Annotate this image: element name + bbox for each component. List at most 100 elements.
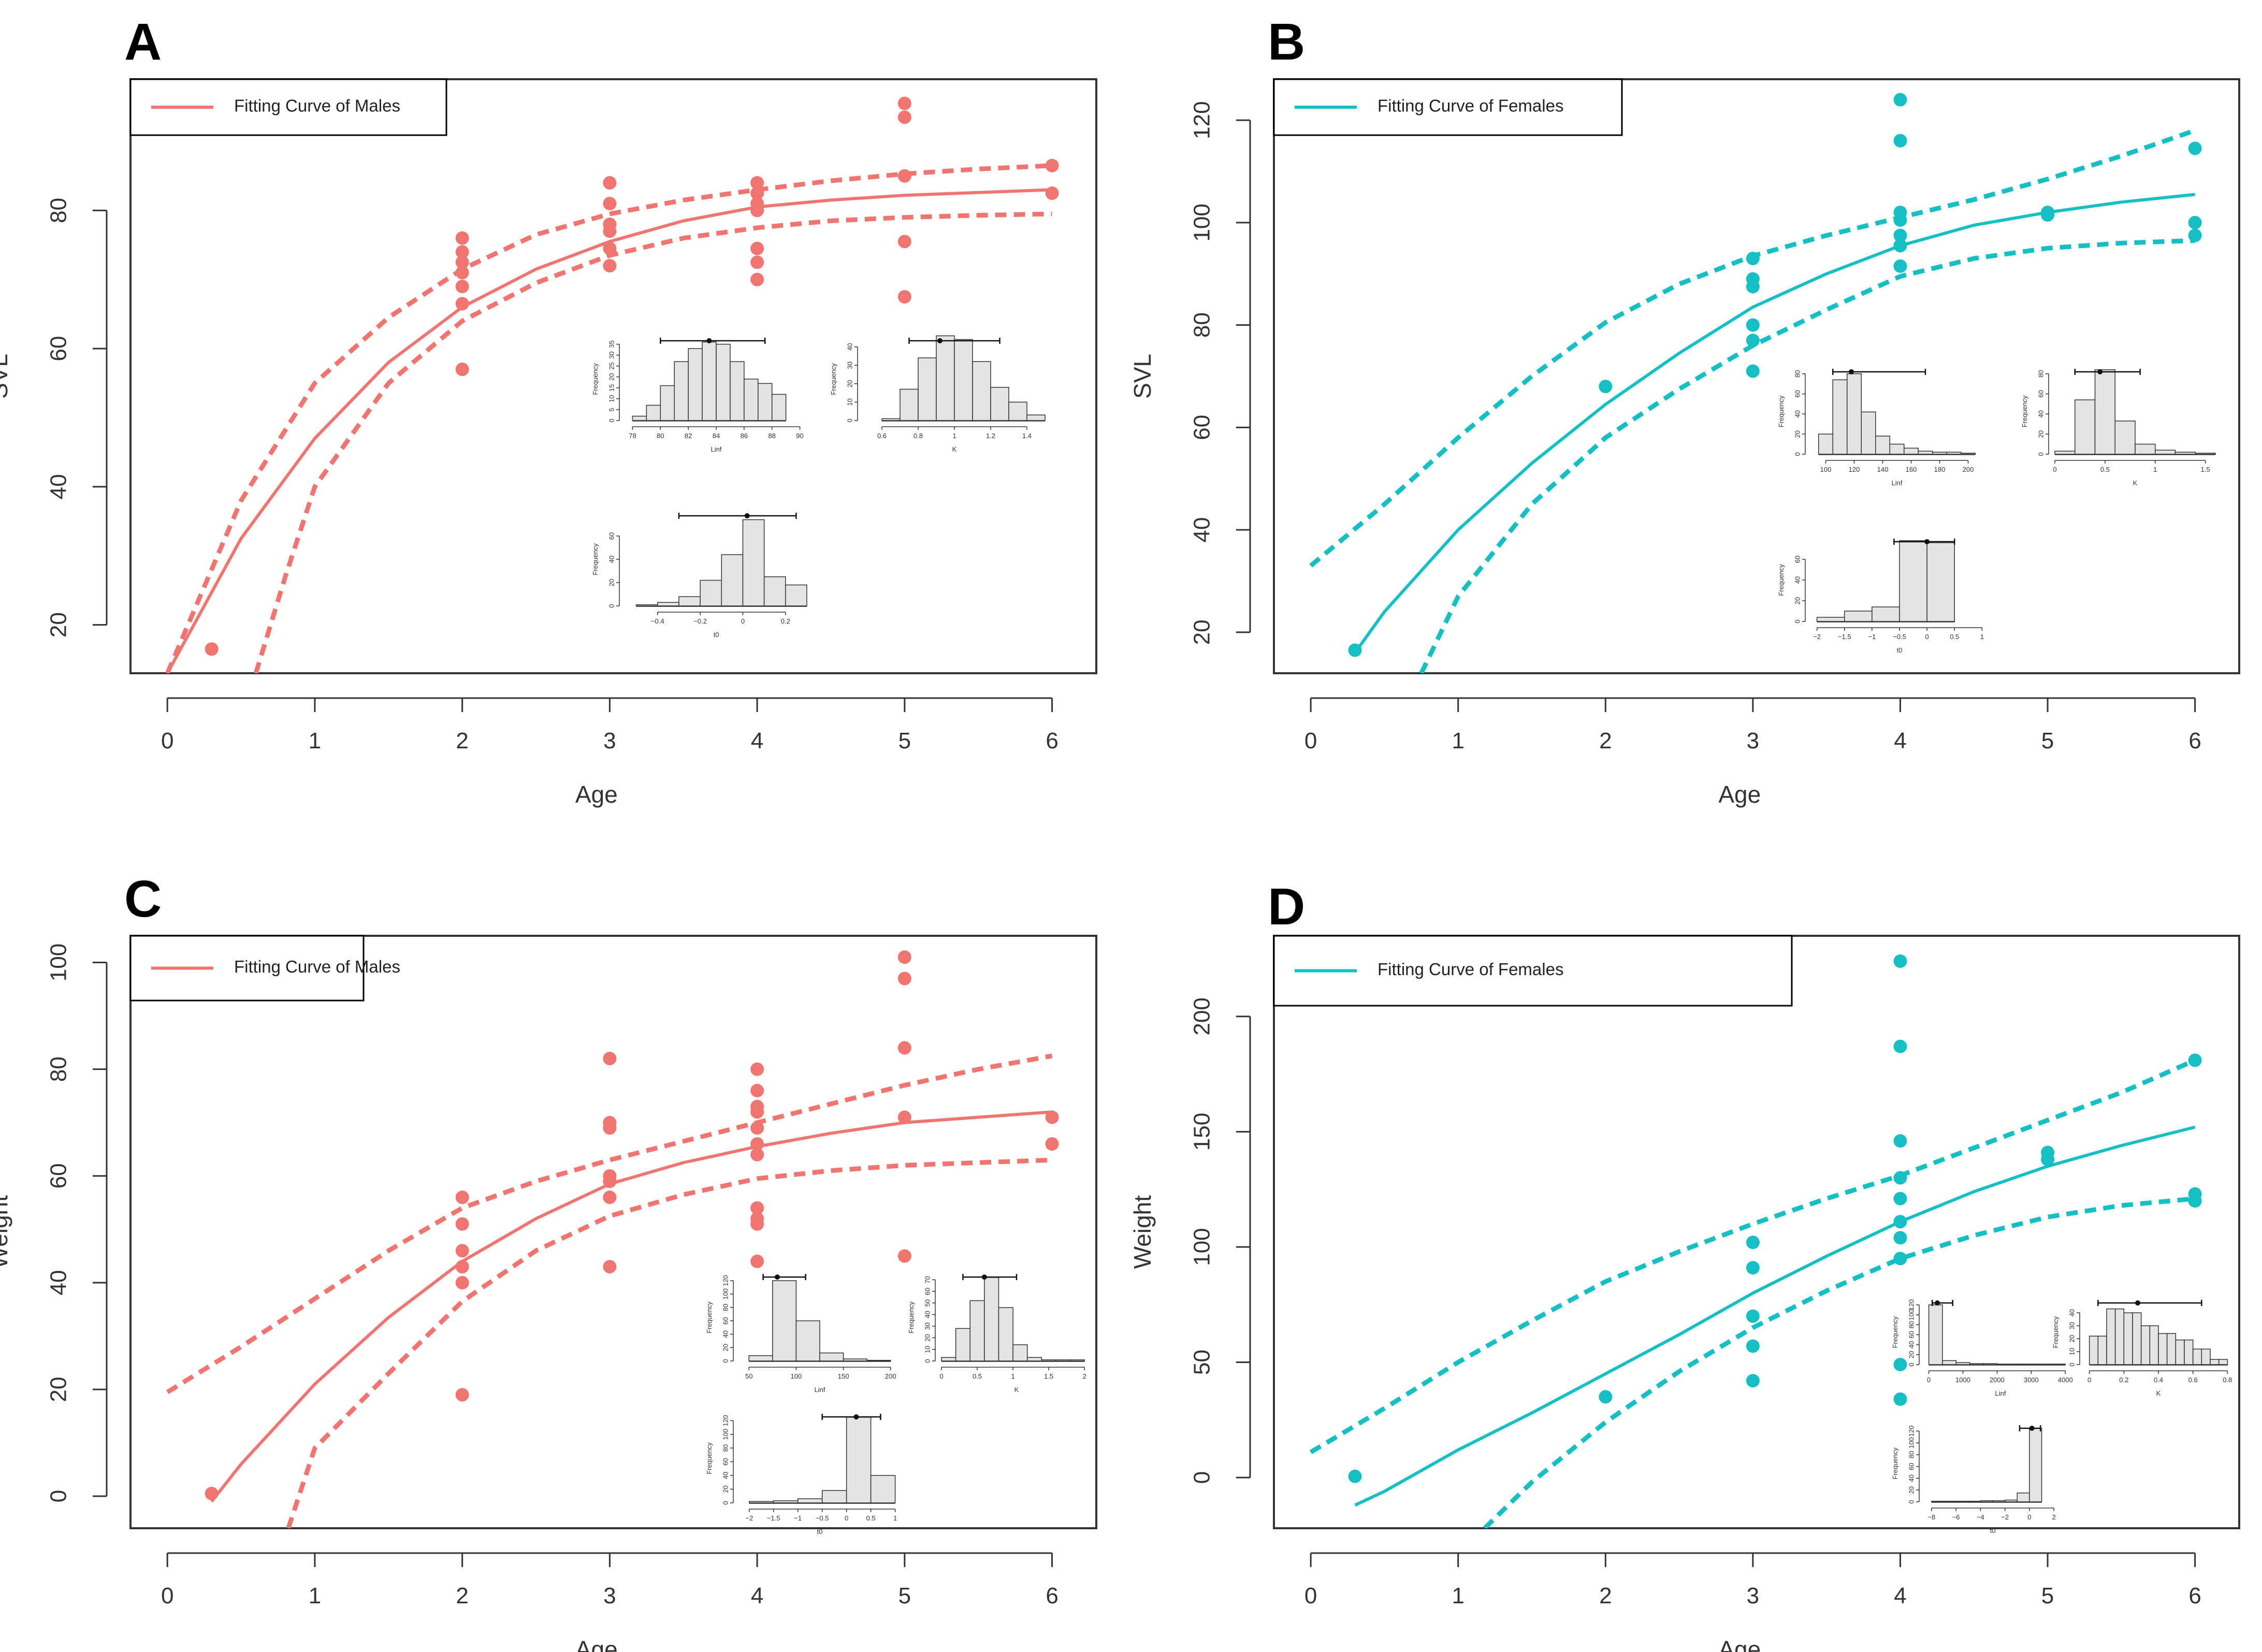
histogram-estimate-point	[1924, 539, 1930, 544]
histogram-bar	[1926, 542, 1955, 622]
histogram-x-tick-label: 0	[2027, 1513, 2031, 1521]
histogram-bar	[2010, 1364, 2025, 1365]
histogram-bar	[1012, 1344, 1028, 1361]
y-axis-label: SVL	[0, 354, 12, 399]
histogram-x-tick-label: 200	[885, 1372, 896, 1380]
histogram-bar	[1847, 373, 1862, 455]
x-tick-label: 0	[1304, 728, 1317, 753]
histogram-bar	[748, 1355, 773, 1361]
plot-frame	[129, 78, 1097, 674]
histogram-bar	[797, 1498, 823, 1503]
histogram-x-tick-label: 1000	[1955, 1376, 1970, 1384]
data-point	[897, 169, 911, 183]
data-point	[603, 1121, 617, 1135]
histogram-bar	[758, 383, 773, 421]
data-point	[1045, 1110, 1059, 1124]
histogram-bar	[785, 584, 807, 606]
histogram-y-tick-label: 10	[923, 1345, 931, 1353]
histogram-y-tick-label: 0	[1793, 619, 1801, 623]
legend-text: Fitting Curve of Males	[234, 957, 400, 976]
data-point	[897, 235, 911, 249]
data-point	[1746, 364, 1760, 378]
data-point	[205, 642, 219, 656]
histogram-x-label: Linf	[1892, 479, 1903, 487]
y-axis-label: Weight	[0, 1195, 12, 1269]
histogram-estimate-point	[1849, 369, 1854, 374]
x-tick-label: 6	[1046, 728, 1058, 753]
x-tick-label: 2	[456, 728, 468, 753]
histogram-bar	[2140, 1325, 2151, 1365]
histogram-x-tick-label: −0.2	[693, 617, 707, 625]
data-point	[455, 266, 469, 280]
data-point	[1746, 1260, 1760, 1274]
histogram-y-label: Frequency	[591, 543, 599, 575]
histogram-y-tick-label: 35	[607, 340, 615, 347]
histogram-bar	[749, 1501, 774, 1503]
histogram-bar	[2192, 1349, 2202, 1365]
histogram-x-tick-label: 0	[845, 1514, 848, 1522]
histogram-bar	[1928, 1304, 1943, 1365]
data-point	[1045, 158, 1059, 172]
histogram-bar	[646, 404, 661, 421]
histogram-y-tick-label: 80	[721, 1303, 729, 1311]
histogram-y-tick-label: 60	[1793, 556, 1801, 563]
histogram-x-tick-label: 0.6	[877, 432, 887, 440]
histogram-y-tick-label: 0	[846, 418, 853, 422]
y-tick-label: 200	[1190, 997, 1215, 1035]
histogram-y-tick-label: 0	[2068, 1363, 2076, 1366]
histogram-y-tick-label: 20	[2037, 430, 2045, 438]
histogram-x-tick-label: 0.4	[2154, 1376, 2163, 1384]
data-point	[1893, 134, 1907, 148]
panel-label: A	[124, 13, 162, 71]
histogram-bar	[742, 519, 765, 606]
x-tick-label: 6	[1046, 1583, 1058, 1608]
x-tick-label: 2	[456, 1583, 468, 1608]
data-point	[2188, 215, 2202, 229]
data-point	[750, 1105, 764, 1119]
histogram-x-tick-label: −1.5	[1838, 633, 1851, 641]
histogram-bar	[1961, 453, 1976, 455]
histogram-bar	[721, 554, 744, 606]
data-point	[1599, 380, 1613, 394]
histogram-y-tick-label: 0	[721, 1501, 729, 1504]
histogram-x-tick-label: 1.5	[1044, 1372, 1053, 1380]
x-tick-label: 4	[751, 728, 763, 753]
data-point	[750, 1121, 764, 1135]
data-point	[1746, 252, 1760, 266]
histogram-y-tick-label: 40	[1907, 1341, 1915, 1348]
histogram-bar	[2123, 1312, 2133, 1365]
histogram-bar	[866, 1359, 891, 1361]
x-tick-label: 4	[751, 1583, 763, 1608]
histogram-bar	[1069, 1359, 1085, 1361]
data-point	[897, 1110, 911, 1124]
histogram-x-label: t0	[714, 631, 719, 639]
histogram-y-tick-label: 40	[1793, 576, 1801, 584]
histogram-bar	[771, 394, 787, 421]
data-point	[1746, 334, 1760, 347]
data-point	[1746, 1374, 1760, 1388]
x-tick-label: 4	[1894, 728, 1906, 753]
data-point	[455, 363, 469, 376]
x-tick-label: 4	[1894, 1583, 1906, 1608]
data-point	[603, 176, 617, 190]
histogram-y-tick-label: 30	[2068, 1322, 2076, 1329]
data-point	[750, 241, 764, 255]
histogram-x-tick-label: −8	[1927, 1513, 1935, 1521]
histogram-bar	[1969, 1363, 1984, 1365]
histogram-x-tick-label: 78	[629, 432, 636, 440]
x-axis: 0 1 2 3 4 5 6 Age	[161, 697, 1058, 808]
histogram-x-tick-label: 0.2	[781, 617, 790, 625]
inset-histogram-K: 0 0.2 0.4 0.6 0.8 K 0 10 20 30 40 Frequency	[2052, 1300, 2232, 1397]
histogram-y-tick-label: 80	[2037, 370, 2045, 377]
x-axis-label: Age	[575, 1636, 618, 1652]
plot-area	[166, 950, 1059, 1528]
histogram-y-tick-label: 20	[721, 1485, 729, 1492]
histogram-y-tick-label: 60	[1907, 1331, 1915, 1338]
legend-text: Fitting Curve of Females	[1378, 96, 1563, 115]
histogram-bar	[1983, 1363, 1998, 1365]
plot-frame	[1273, 935, 2240, 1529]
histogram-bar	[1996, 1364, 2011, 1365]
